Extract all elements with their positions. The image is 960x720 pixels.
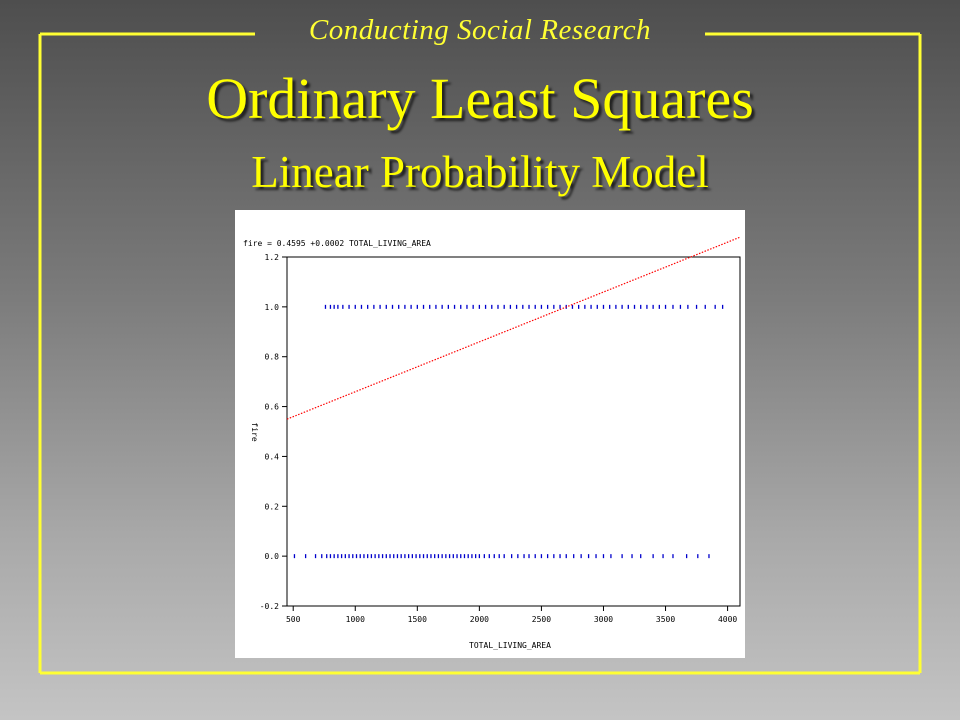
x-axis-label: TOTAL_LIVING_AREA bbox=[469, 641, 551, 650]
y-tick-label: 0.8 bbox=[265, 353, 280, 362]
x-tick-label: 2500 bbox=[532, 615, 551, 624]
x-tick-label: 3500 bbox=[656, 615, 675, 624]
x-tick-label: 4000 bbox=[718, 615, 737, 624]
regression-line bbox=[286, 236, 741, 420]
plot-area bbox=[286, 256, 741, 607]
slide-title: Ordinary Least Squares bbox=[206, 66, 754, 131]
x-tick-label: 500 bbox=[286, 615, 301, 624]
x-tick-label: 3000 bbox=[594, 615, 613, 624]
y-tick-label: 0.4 bbox=[265, 452, 280, 461]
x-tick-label: 1000 bbox=[346, 615, 365, 624]
y-tick-label: -0.2 bbox=[260, 602, 279, 611]
y-tick-label: 0.2 bbox=[265, 502, 280, 511]
y-tick-label: 0.6 bbox=[265, 403, 280, 412]
x-tick-label: 2000 bbox=[470, 615, 489, 624]
y-tick-label: 0.0 bbox=[265, 552, 280, 561]
y-tick-label: 1.0 bbox=[265, 303, 280, 312]
slide-subtitle: Linear Probability Model bbox=[251, 147, 709, 197]
scatter-chart: fire = 0.4595 +0.0002 TOTAL_LIVING_AREA … bbox=[243, 236, 741, 650]
x-tick-label: 1500 bbox=[408, 615, 427, 624]
header-label: Conducting Social Research bbox=[308, 14, 652, 46]
y-axis-label: fire bbox=[250, 422, 259, 441]
plot-panel: fire = 0.4595 +0.0002 TOTAL_LIVING_AREA … bbox=[235, 210, 745, 658]
chart-title: fire = 0.4595 +0.0002 TOTAL_LIVING_AREA bbox=[243, 239, 431, 248]
y-tick-label: 1.2 bbox=[265, 253, 280, 262]
